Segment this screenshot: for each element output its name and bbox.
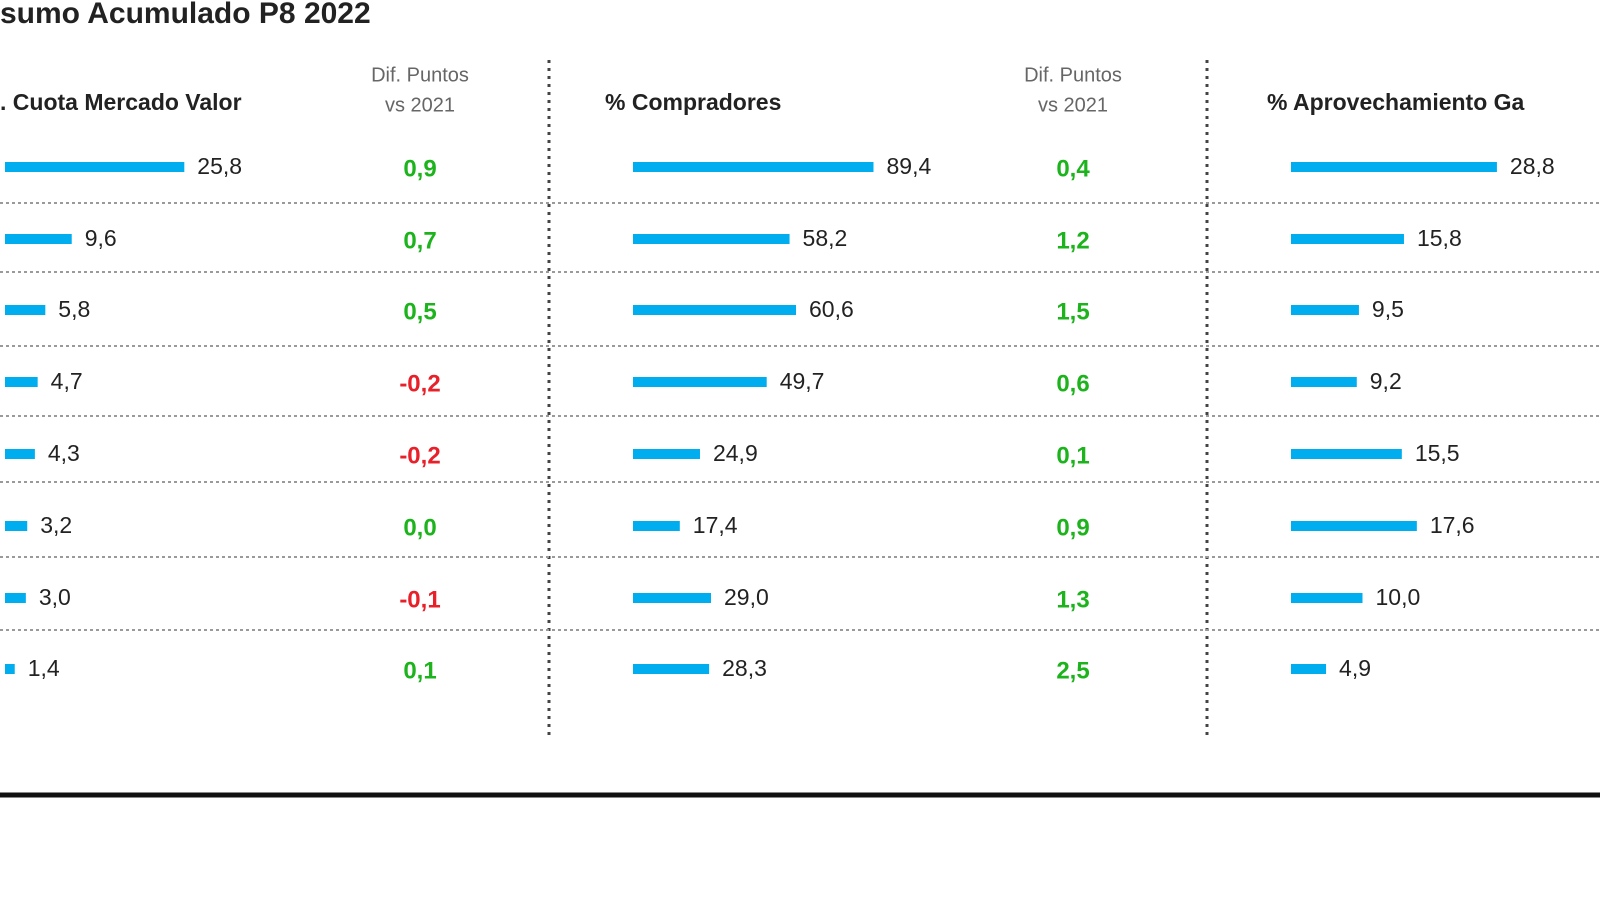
bar [5,234,72,244]
value-label: 9,5 [1372,296,1404,322]
bar [1291,305,1359,315]
diff-value: 0,6 [1056,370,1089,397]
diff-value: -0,2 [399,370,440,397]
value-label: 15,5 [1415,440,1460,466]
bar [633,305,797,315]
value-label: 9,2 [1370,368,1402,394]
value-label: 5,8 [58,296,90,322]
diff-value: 1,3 [1056,586,1089,613]
bar [5,449,35,459]
diff-value: 0,5 [403,298,436,325]
row-separators [0,202,1600,631]
diff-header: Dif. Puntos [371,64,469,86]
value-label: 1,4 [28,655,60,681]
diff-header: Dif. Puntos [1024,64,1122,86]
bar [633,377,767,387]
diff-value: -0,2 [399,442,440,469]
bar [1291,664,1327,674]
bar [5,377,38,387]
value-label: 60,6 [809,296,854,322]
bar [1291,449,1402,459]
diff-value: 2,5 [1056,657,1089,684]
value-label: 89,4 [886,153,931,179]
bar [1291,162,1497,172]
value-label: 3,2 [40,512,72,538]
value-label: 28,3 [722,655,767,681]
panel-title: . Cuota Mercado Valor [0,89,242,115]
value-label: 4,7 [51,368,83,394]
bar [633,664,710,674]
diff-header: vs 2021 [385,94,455,116]
diff-value: 0,1 [403,657,436,684]
bar [5,305,46,315]
bar [633,449,700,459]
bar [633,162,874,172]
diff-value: 0,7 [403,227,436,254]
bar [633,593,712,603]
panel-title: % Aprovechamiento Ga [1267,89,1525,115]
value-label: 17,6 [1430,512,1475,538]
bar [5,521,28,531]
diff-value: 0,9 [1056,514,1089,541]
bar [633,234,790,244]
bar [1291,377,1357,387]
value-label: 24,9 [713,440,758,466]
diff-value: 0,9 [403,155,436,182]
bar [5,664,15,674]
value-label: 28,8 [1510,153,1555,179]
value-label: 9,6 [85,225,117,251]
value-label: 49,7 [780,368,825,394]
panel-title: % Compradores [605,89,781,115]
bar [5,593,26,603]
value-label: 4,9 [1339,655,1371,681]
bar [5,162,185,172]
diff-value: -0,1 [399,586,440,613]
diff-value: 1,5 [1056,298,1089,325]
value-label: 29,0 [724,584,769,610]
value-label: 25,8 [197,153,242,179]
diff-value: 0,0 [403,514,436,541]
diff-value: 0,4 [1056,155,1090,182]
value-label: 4,3 [48,440,80,466]
diff-value: 0,1 [1056,442,1089,469]
value-label: 3,0 [39,584,71,610]
value-label: 58,2 [803,225,848,251]
bar [1291,234,1404,244]
diff-header: vs 2021 [1038,94,1108,116]
bar [1291,593,1363,603]
diff-value: 1,2 [1056,227,1089,254]
bar [633,521,680,531]
value-label: 15,8 [1417,225,1462,251]
value-label: 17,4 [693,512,738,538]
bar [1291,521,1417,531]
value-label: 10,0 [1376,584,1421,610]
page-title: sumo Acumulado P8 2022 [0,0,371,30]
